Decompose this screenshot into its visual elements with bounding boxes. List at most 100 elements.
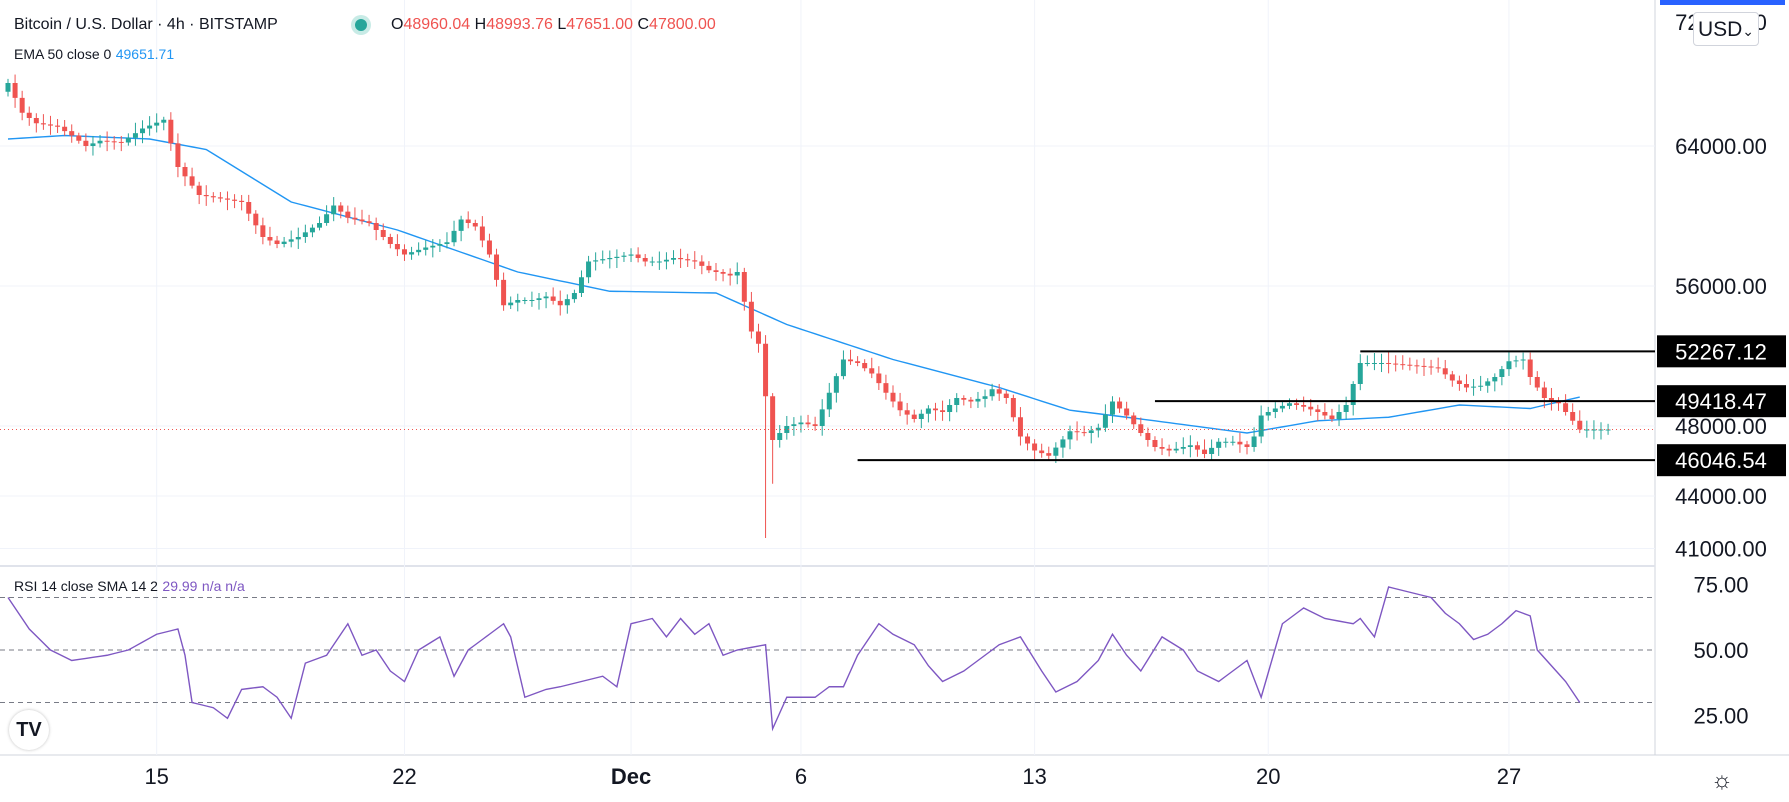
candle <box>1428 359 1434 375</box>
candle-body <box>161 119 167 123</box>
level-label-box <box>1657 335 1786 368</box>
candle <box>621 252 627 262</box>
rsi-tick-label: 75.00 <box>1693 572 1748 597</box>
candle <box>1364 355 1370 367</box>
candle-body <box>147 125 153 129</box>
candle-body <box>1166 448 1172 451</box>
candle <box>161 116 167 131</box>
candle-body <box>387 237 393 244</box>
candle <box>571 289 577 303</box>
candle-body <box>1138 424 1144 433</box>
candle <box>451 220 457 247</box>
candle <box>1570 403 1576 425</box>
candle-body <box>1336 412 1342 419</box>
candle-body <box>1209 447 1215 454</box>
candle-body <box>1350 384 1356 405</box>
candle <box>1010 394 1016 422</box>
candle <box>1548 387 1554 411</box>
candle-body <box>869 368 875 374</box>
candle-body <box>706 265 712 271</box>
candle <box>97 134 103 148</box>
candle <box>578 270 584 297</box>
candle-body <box>1032 443 1038 451</box>
candle <box>196 181 202 205</box>
candle <box>918 409 924 429</box>
candle <box>1251 427 1257 452</box>
candle-body <box>1329 415 1335 419</box>
candle-body <box>1548 398 1554 401</box>
candle <box>380 223 386 241</box>
candle <box>1322 403 1328 420</box>
candle <box>1598 422 1604 440</box>
candle-body <box>451 230 457 243</box>
candle <box>954 393 960 413</box>
candle-body <box>104 140 110 142</box>
candle <box>1386 350 1392 374</box>
candle-body <box>578 277 584 293</box>
candle-body <box>1584 429 1590 431</box>
candle <box>1131 412 1137 429</box>
candle <box>111 136 117 150</box>
rsi-legend[interactable]: RSI 14 close SMA 14 2 29.99 n/a n/a <box>14 578 245 596</box>
candle-body <box>755 331 761 344</box>
candle <box>168 112 174 151</box>
candle-body <box>26 112 32 118</box>
candle <box>770 393 776 484</box>
candle-body <box>883 383 889 393</box>
candle-body <box>1570 412 1576 421</box>
candle-body <box>621 255 627 257</box>
candle <box>1017 407 1023 446</box>
candle <box>465 211 471 229</box>
candle-body <box>1039 450 1045 454</box>
candle-body <box>1194 445 1200 450</box>
candle <box>182 162 188 187</box>
candle <box>614 249 620 268</box>
candle-body <box>550 296 556 301</box>
candle-body <box>1428 366 1434 368</box>
candle-body <box>260 225 266 237</box>
candle <box>1591 420 1597 440</box>
candle <box>40 114 46 130</box>
candle <box>1145 427 1151 447</box>
candle-body <box>748 301 754 332</box>
candle-body <box>1244 444 1250 447</box>
scroll-indicator[interactable] <box>1660 0 1785 5</box>
candle <box>1407 357 1413 371</box>
candle <box>5 78 11 97</box>
candle-body <box>685 259 691 261</box>
currency-selector[interactable]: USD⌄ <box>1693 12 1759 46</box>
candle-body <box>1506 361 1512 370</box>
settings-icon[interactable]: ☼ <box>1711 767 1733 794</box>
candle-body <box>437 244 443 246</box>
candle <box>295 227 301 249</box>
candle <box>1046 446 1052 461</box>
candle-body <box>1591 429 1597 431</box>
candles[interactable] <box>5 74 1611 538</box>
candle <box>104 131 110 152</box>
open-value: 48960.04 <box>403 16 471 33</box>
candle <box>1393 355 1399 372</box>
candle-body <box>359 219 365 222</box>
candle <box>1223 437 1229 448</box>
candle-body <box>1180 447 1186 449</box>
candle-body <box>699 261 705 266</box>
candle <box>536 293 542 310</box>
tradingview-logo-icon[interactable]: TV <box>9 710 49 750</box>
candle-body <box>1279 405 1285 409</box>
candle <box>1357 354 1363 391</box>
candle-body <box>19 97 25 113</box>
candle-body <box>486 240 492 255</box>
candle <box>458 215 464 242</box>
candle-body <box>1067 431 1073 440</box>
candle <box>1109 396 1115 423</box>
candle-body <box>642 258 648 262</box>
candle <box>975 391 981 408</box>
candle-body <box>140 128 146 134</box>
candle <box>1577 410 1583 434</box>
ema-legend[interactable]: EMA 50 close 0 49651.71 <box>14 46 174 64</box>
time-tick-label: 27 <box>1497 764 1521 789</box>
symbol-title[interactable]: Bitcoin / U.S. Dollar · 4h · BITSTAMP <box>14 16 278 33</box>
axis-labels: 64000.00 56000.00 48000.00 44000.00 41000.00… <box>144 10 1766 789</box>
